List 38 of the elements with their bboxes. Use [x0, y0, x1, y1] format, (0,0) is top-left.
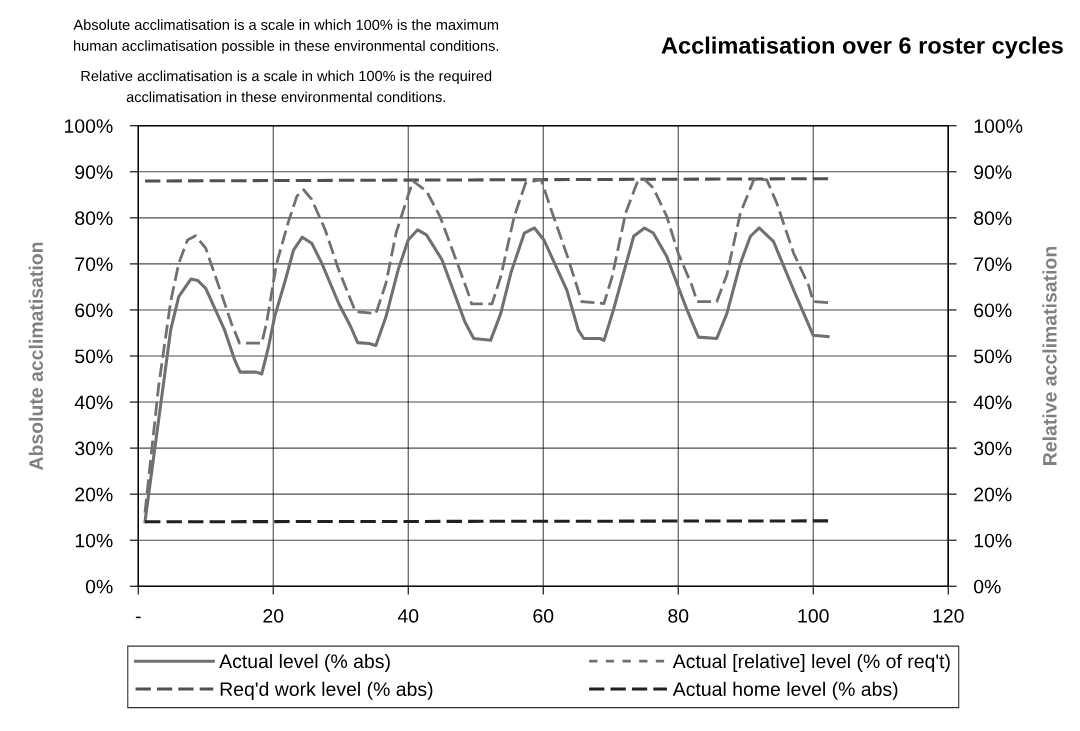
y2-tick-label: 60%	[974, 303, 1012, 318]
legend-label: Req'd work level (% abs)	[220, 681, 433, 700]
y-tick-label: 30%	[75, 441, 113, 456]
legend-label: Actual level (% abs)	[219, 653, 390, 673]
y-tick-label: 10%	[75, 533, 113, 548]
x-tick-label: 20	[263, 609, 284, 623]
y-tick-label: 90%	[75, 165, 113, 180]
legend-label: Actual home level (% abs)	[672, 681, 898, 700]
y2-tick-label: 0%	[974, 579, 1001, 594]
y-tick-label: 70%	[75, 257, 113, 272]
x-tick-label: 80	[668, 609, 689, 623]
y2-tick-label: 80%	[974, 211, 1012, 226]
y2-tick-label: 40%	[973, 395, 1012, 410]
text: Relative acclimatisation is a scale in which 100% is the required acclimatisation in these environmental conditions.	[81, 70, 492, 103]
y2-tick-label: 30%	[973, 441, 1012, 456]
y2-tick-label: 20%	[974, 487, 1012, 502]
x-tick-label: 60	[533, 609, 554, 623]
y-tick-label: 0%	[85, 579, 113, 594]
y-axis-title: Absolute acclimatisation	[28, 242, 43, 471]
x-tick-label: 40	[397, 609, 419, 623]
y2-tick-label: 90%	[974, 165, 1012, 180]
y-tick-label: 80%	[75, 211, 113, 226]
chart-title: Acclimatisation over 6 roster cycles	[661, 36, 1063, 59]
y-tick-label: 60%	[75, 303, 113, 318]
legend-label: Actual [relative] level (% of req't)	[672, 653, 950, 673]
y-tick-label: 50%	[75, 349, 113, 364]
y2-tick-label: 10%	[974, 533, 1012, 548]
y2-axis-title: Relative acclimatisation	[1042, 246, 1057, 465]
y2-tick-label: 100%	[974, 119, 1023, 133]
x-tick-label: 100	[798, 609, 829, 623]
y2-tick-label: 50%	[974, 349, 1012, 364]
x-tick-label: 120	[933, 609, 964, 623]
text: Absolute acclimatisation is a scale in which 100% is the maximum human acclimatisation possible in these environmental conditions.	[73, 19, 499, 54]
y-tick-label: 100%	[64, 119, 113, 133]
y-tick-label: 20%	[75, 487, 113, 502]
y-tick-label: 40%	[74, 395, 113, 410]
x-tick-label: -	[135, 616, 141, 619]
y2-tick-label: 70%	[974, 257, 1012, 272]
